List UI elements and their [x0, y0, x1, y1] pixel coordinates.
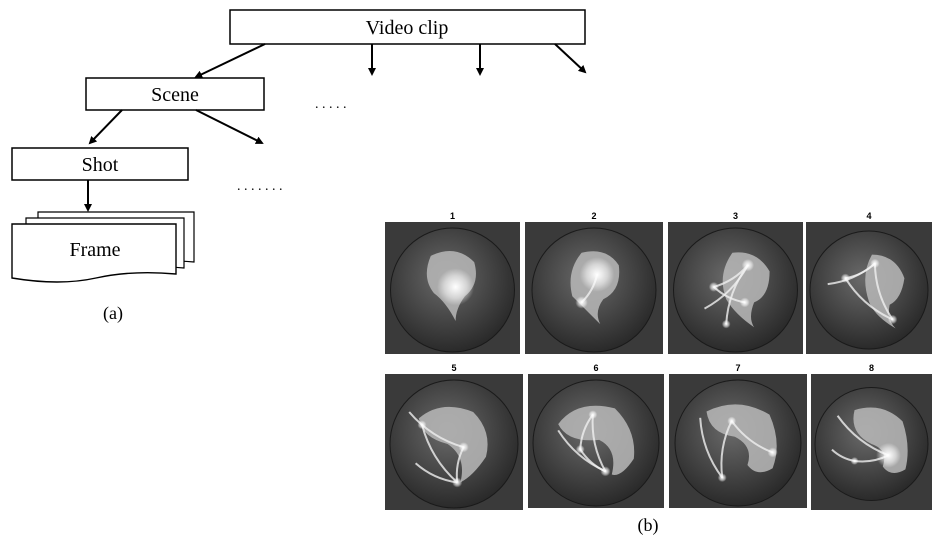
light-glow	[417, 420, 427, 430]
frame-number: 7	[735, 363, 740, 373]
frame-thumbnail: 4	[806, 211, 932, 354]
ellipsis-mid: . . . . . . .	[237, 179, 283, 194]
connection-arc	[873, 263, 894, 321]
globe	[674, 379, 802, 507]
light-glow	[887, 314, 898, 325]
connection-arc	[844, 277, 894, 321]
ellipsis-top: . . . . .	[315, 97, 347, 112]
light-glow	[588, 410, 598, 420]
frame-number: 1	[450, 211, 455, 221]
arrow-clip-to-right	[554, 43, 587, 74]
light-glow	[727, 416, 737, 426]
light-glow	[717, 473, 727, 483]
globe	[532, 379, 660, 507]
light-glow	[575, 296, 588, 309]
arrow-scene-to-right	[195, 109, 264, 144]
frame-thumbnail: 1	[385, 211, 520, 354]
video-clip-label: Video clip	[366, 17, 449, 39]
light-glow	[840, 273, 851, 283]
light-glow	[437, 268, 475, 306]
landmass	[722, 252, 770, 328]
light-glow	[458, 442, 469, 453]
light-glow	[579, 257, 615, 292]
landmass	[558, 405, 635, 475]
frame-thumbnail: 8	[811, 363, 932, 510]
frame-thumbnail: 2	[525, 211, 663, 354]
frame-thumbnail: 7	[669, 363, 807, 508]
frame-number: 3	[733, 211, 738, 221]
connection-arc	[421, 424, 458, 484]
light-glow	[741, 259, 755, 272]
light-glow	[739, 297, 750, 308]
frame-number: 2	[591, 211, 596, 221]
shot-label: Shot	[82, 154, 119, 176]
frame-number: 8	[869, 363, 874, 373]
frame-thumbnail: 6	[528, 363, 664, 508]
light-glow	[721, 319, 731, 329]
frame-number: 5	[451, 363, 456, 373]
connection-arc	[699, 417, 724, 479]
caption-a: (a)	[103, 303, 123, 324]
hierarchy-diagram: Video clip Scene . . . . . Shot . . . . …	[11, 9, 587, 324]
caption-b: (b)	[638, 515, 659, 536]
light-glow	[850, 456, 859, 465]
frame-thumbnail: 5	[385, 363, 523, 510]
arrow-clip-to-scene	[194, 43, 266, 79]
light-glow	[452, 477, 463, 488]
scene-label: Scene	[151, 84, 199, 106]
light-glow	[600, 466, 611, 477]
landmass	[706, 404, 777, 473]
connection-arc	[720, 420, 733, 478]
light-glow	[767, 447, 778, 458]
light-glow	[708, 281, 719, 292]
light-glow	[575, 444, 585, 454]
shot-box	[11, 147, 189, 181]
video-clip-box	[229, 9, 586, 45]
frame-thumbnails: 1 2 3 4 5 6 7 8	[385, 211, 932, 510]
frame-stack	[11, 211, 195, 283]
frame-number: 6	[593, 363, 598, 373]
light-glow	[876, 442, 901, 468]
frame-number: 4	[866, 211, 871, 221]
frame-thumbnail: 3	[668, 211, 803, 354]
frame-label: Frame	[69, 239, 120, 261]
light-glow	[870, 258, 880, 269]
scene-box	[85, 77, 265, 111]
arrow-scene-to-shot	[88, 109, 123, 145]
connection-arc	[408, 411, 464, 449]
